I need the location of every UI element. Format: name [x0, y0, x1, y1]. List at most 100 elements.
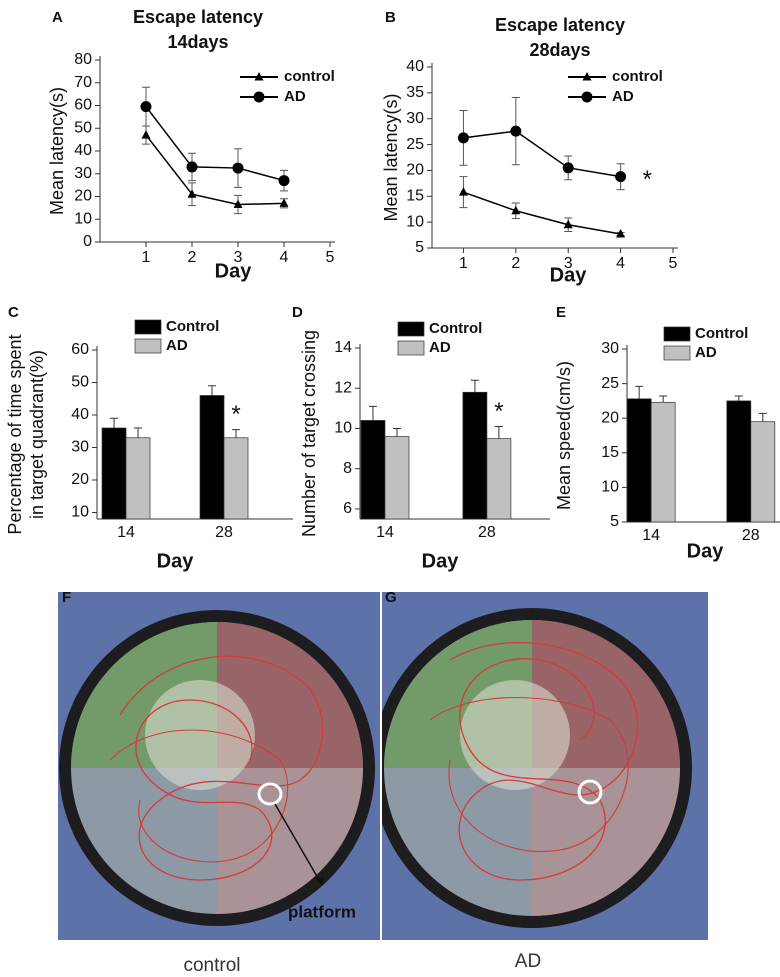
series-line — [463, 130, 621, 178]
chart-title: Escape latency — [495, 15, 625, 35]
marker — [254, 72, 264, 81]
marker — [279, 198, 289, 207]
y-tick-label: 20 — [601, 409, 619, 426]
legend-swatch — [663, 345, 691, 361]
marker — [616, 229, 626, 238]
legend-label: control — [284, 68, 335, 85]
bar — [750, 421, 776, 523]
legend-swatch — [134, 338, 162, 354]
panel-letter: A — [52, 9, 63, 26]
y-axis-label: Mean latency(s) — [381, 93, 401, 221]
error-bar — [232, 429, 241, 438]
y-tick-label: 12 — [334, 379, 352, 396]
legend-label: Control — [695, 325, 748, 342]
x-axis-label: Day — [215, 260, 253, 282]
legend-label: Control — [429, 320, 482, 337]
x-tick-label: 28 — [478, 524, 496, 541]
y-tick-label: 10 — [334, 420, 352, 437]
series-line — [145, 134, 285, 206]
x-tick-label: 1 — [142, 249, 151, 266]
error-bar — [208, 385, 217, 396]
marker — [582, 72, 592, 81]
marker — [563, 219, 573, 229]
x-axis-label: Day — [422, 550, 460, 572]
legend-swatch — [663, 326, 691, 342]
marker — [510, 125, 522, 137]
y-tick-label: 8 — [343, 460, 352, 477]
y-axis-label: in target quadrant(%) — [27, 350, 47, 519]
y-tick-label: 5 — [610, 513, 619, 530]
y-tick-label: 20 — [406, 162, 424, 179]
x-tick-label: 14 — [117, 524, 135, 541]
bar — [486, 438, 512, 520]
legend-label: AD — [695, 344, 717, 361]
photo-ad — [382, 592, 708, 940]
x-axis-label: Day — [157, 550, 195, 572]
panel-letter: D — [292, 304, 303, 321]
x-axis-label: Day — [687, 540, 725, 562]
panel-letter: F — [62, 589, 71, 606]
marker — [581, 91, 593, 103]
x-tick-label: 14 — [376, 524, 394, 541]
bar — [199, 395, 225, 520]
y-tick-label: 10 — [601, 479, 619, 496]
bar — [125, 437, 151, 520]
y-tick-label: 80 — [74, 51, 92, 68]
error-bar — [392, 427, 401, 437]
chart-title: Escape latency — [133, 7, 263, 27]
x-tick-label: 4 — [280, 249, 289, 266]
y-axis-label: Mean speed(cm/s) — [554, 361, 574, 510]
legend-label: Control — [166, 318, 219, 335]
bar — [384, 436, 410, 520]
error-bar — [110, 417, 119, 428]
y-tick-label: 40 — [74, 142, 92, 159]
y-tick-label: 15 — [406, 188, 424, 205]
y-tick-label: 10 — [74, 210, 92, 227]
legend-label: AD — [284, 88, 306, 105]
marker — [562, 162, 574, 174]
y-tick-label: 35 — [406, 84, 424, 101]
marker — [458, 187, 468, 196]
chart-subtitle: 14days — [167, 32, 228, 52]
y-axis-label: Number of target crossing — [299, 330, 319, 537]
y-tick-label: 70 — [74, 74, 92, 91]
y-tick-label: 20 — [74, 188, 92, 205]
annotation: * — [494, 398, 503, 425]
image-caption: control — [183, 955, 240, 976]
x-tick-label: 5 — [669, 255, 678, 272]
error-bar — [470, 379, 479, 393]
series-line — [145, 106, 285, 182]
legend-swatch — [397, 340, 425, 356]
x-tick-label: 3 — [564, 255, 573, 272]
panel-letter: C — [8, 304, 19, 321]
legend-label: AD — [612, 88, 634, 105]
bar — [626, 398, 652, 523]
legend-label: AD — [429, 339, 451, 356]
marker — [140, 101, 152, 113]
y-tick-label: 30 — [406, 110, 424, 127]
error-bar — [659, 395, 668, 403]
y-tick-label: 25 — [601, 375, 619, 392]
y-tick-label: 50 — [71, 374, 89, 391]
chart-subtitle: 28days — [529, 40, 590, 60]
y-tick-label: 30 — [74, 165, 92, 182]
y-tick-label: 50 — [74, 119, 92, 136]
image-caption: AD — [515, 951, 541, 972]
platform-label: platform — [288, 902, 356, 921]
y-tick-label: 30 — [601, 340, 619, 357]
marker — [278, 175, 290, 187]
x-tick-label: 28 — [215, 524, 233, 541]
legend-label: control — [612, 68, 663, 85]
panel-letter: E — [556, 304, 566, 321]
x-tick-label: 4 — [616, 255, 625, 272]
marker — [253, 91, 265, 103]
y-tick-label: 60 — [74, 97, 92, 114]
panel-letter: B — [385, 9, 396, 26]
marker — [232, 162, 244, 174]
x-tick-label: 2 — [511, 255, 520, 272]
annotation: * — [643, 166, 652, 193]
panel-letter: G — [385, 589, 397, 606]
legend-swatch — [134, 319, 162, 335]
y-tick-label: 40 — [406, 58, 424, 75]
